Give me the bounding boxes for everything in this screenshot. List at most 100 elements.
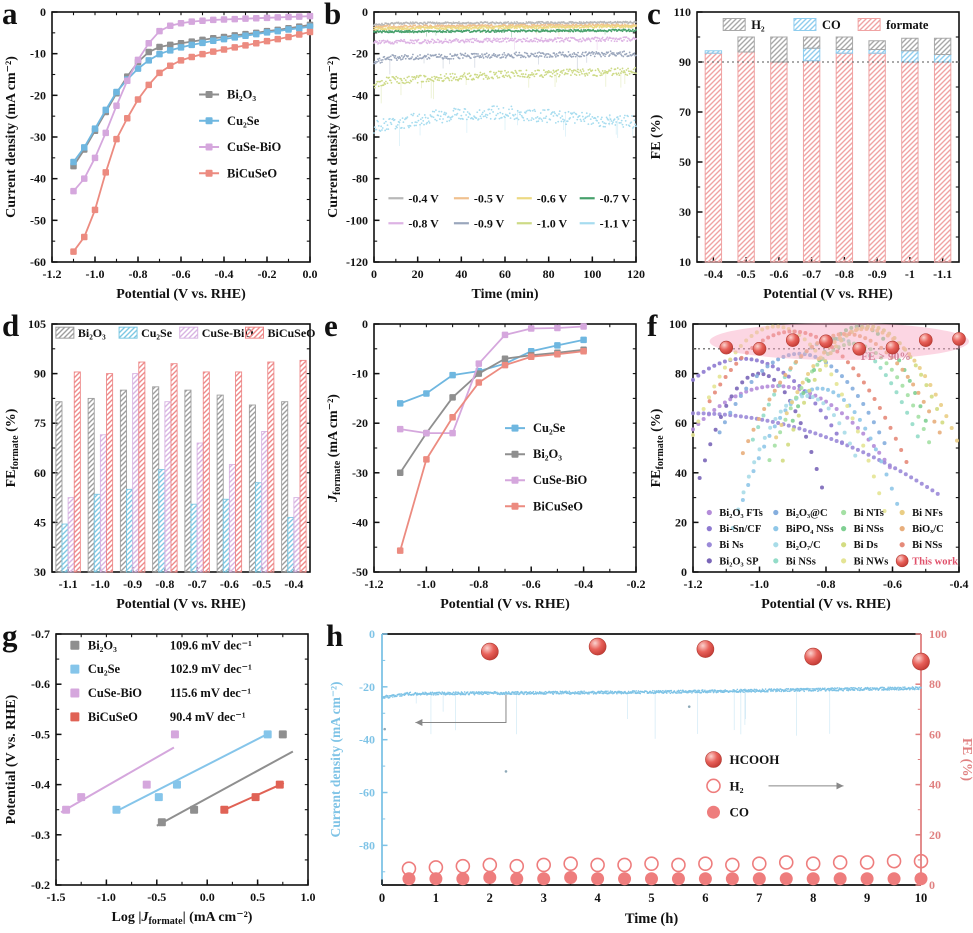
svg-text:-0.6: -0.6 (172, 267, 191, 281)
svg-text:-0.2: -0.2 (31, 878, 50, 892)
svg-text:-1.1 V: -1.1 V (600, 216, 631, 230)
series--1.0 V (373, 66, 637, 104)
series--0.7 V (373, 28, 637, 38)
svg-text:-20: -20 (30, 88, 46, 102)
svg-text:BiOₓ/C: BiOₓ/C (912, 524, 944, 535)
panel-f: f -1.2 -1.0 -0.8 -0.6 -0.4 0 20 40 60 80 100 Potent… (645, 308, 973, 620)
svg-text:3: 3 (541, 891, 547, 905)
lit-series (717, 351, 887, 446)
svg-text:Time (h): Time (h) (625, 911, 678, 927)
svg-text:-30: -30 (30, 130, 46, 144)
svg-text:BiCuSeO: BiCuSeO (268, 326, 316, 340)
svg-text:1: 1 (433, 891, 439, 905)
svg-text:-1: -1 (905, 267, 915, 281)
svg-text:Potential (V vs. RHE): Potential (V vs. RHE) (4, 694, 19, 824)
panel-g-letter: g (2, 618, 18, 653)
lit-series (691, 384, 892, 470)
svg-text:formate: formate (886, 18, 929, 32)
svg-text:-1.0 V: -1.0 V (537, 216, 568, 230)
svg-text:-0.5: -0.5 (147, 890, 166, 904)
svg-text:-20: -20 (352, 416, 368, 430)
svg-text:-0.4: -0.4 (215, 267, 234, 281)
svg-text:110: 110 (674, 5, 691, 19)
svg-text:-0.8: -0.8 (129, 267, 148, 281)
svg-text:-120: -120 (346, 255, 368, 269)
svg-text:H₂: H₂ (751, 18, 765, 32)
svg-text:Bi Ns: Bi Ns (719, 540, 743, 551)
svg-text:120: 120 (627, 267, 645, 281)
lit-series (691, 411, 940, 496)
svg-text:Bi Ds: Bi Ds (854, 540, 878, 551)
svg-text:0: 0 (40, 5, 46, 19)
svg-text:7: 7 (756, 891, 762, 905)
legend: H₂ CO formate (722, 18, 929, 32)
svg-text:-0.9 V: -0.9 V (474, 216, 505, 230)
svg-text:30: 30 (679, 205, 691, 219)
svg-text:0: 0 (379, 891, 385, 905)
legend: Bi₂O₃ Cu₂Se CuSe-BiO BiCuSeO (55, 326, 316, 340)
axes: 0 20 40 60 80 100 120 0 -20 -40 -60 -80 -100 -120 Time… (326, 5, 645, 302)
svg-text:Bi NSs: Bi NSs (854, 524, 884, 535)
svg-text:Bi₂O₃: Bi₂O₃ (78, 326, 106, 340)
svg-text:-1.1: -1.1 (933, 267, 952, 281)
svg-text:60: 60 (675, 416, 687, 430)
fe-points (401, 637, 930, 886)
svg-text:6: 6 (702, 891, 708, 905)
svg-text:100: 100 (929, 627, 947, 641)
svg-text:-100: -100 (346, 213, 368, 227)
svg-text:-0.6: -0.6 (31, 677, 50, 691)
svg-text:Current density (mA cm⁻²): Current density (mA cm⁻²) (326, 56, 341, 218)
svg-text:75: 75 (34, 416, 46, 430)
svg-text:-0.8: -0.8 (835, 267, 854, 281)
svg-text:-0.2: -0.2 (627, 577, 646, 591)
current-trace (381, 686, 922, 773)
svg-text:80: 80 (675, 367, 687, 381)
axes: -1.5 -1.0 -0.5 0.0 0.5 1.0 -0.7 -0.6 -0.5 -0.4 -0.… (4, 627, 316, 927)
svg-text:Bi₂O₃: Bi₂O₃ (227, 88, 256, 102)
panel-f-letter: f (647, 308, 658, 343)
svg-text:0.0: 0.0 (200, 890, 215, 904)
svg-text:-1.0: -1.0 (86, 267, 105, 281)
series--0.9 V (373, 50, 637, 75)
panel-c-letter: c (647, 0, 661, 31)
svg-text:105: 105 (28, 317, 46, 331)
legend: -0.4 V -0.5 V -0.6 V -0.7 V -0.8 V -0.9 V -1.0… (388, 191, 630, 230)
svg-text:Bi₂O₃ FTs: Bi₂O₃ FTs (719, 508, 763, 519)
panel-a-chart: -1.2 -1.0 -0.8 -0.6 -0.4 -0.2 0.0 0 -10 -20 -30 -40… (4, 5, 318, 302)
svg-text:8: 8 (810, 891, 816, 905)
svg-text:FEformate (%): FEformate (%) (4, 408, 21, 487)
svg-text:20: 20 (929, 828, 941, 842)
panel-f-chart: -1.2 -1.0 -0.8 -0.6 -0.4 0 20 40 60 80 100 Potentia… (649, 317, 969, 612)
axes: -1.2 -1.0 -0.8 -0.6 -0.4 0 20 40 60 80 100 Potentia… (649, 317, 969, 612)
panel-d: d 30 45 60 75 90 105 Potential (V vs. RHE) FEfo… (0, 308, 324, 620)
svg-text:-0.4: -0.4 (31, 778, 50, 792)
panel-b-letter: b (324, 0, 342, 31)
svg-text:0: 0 (929, 878, 935, 892)
panel-e-chart: -1.2 -1.0 -0.8 -0.6 -0.4 -0.2 0 -10 -20 -30 -40 -50… (326, 317, 646, 612)
svg-text:Potential (V vs. RHE): Potential (V vs. RHE) (761, 597, 891, 612)
panel-g: g -1.5 -1.0 -0.5 0.0 0.5 1.0 -0.7 -0.6 -0.5 -0.4-… (0, 618, 324, 933)
svg-text:-0.7 V: -0.7 V (600, 191, 631, 205)
svg-text:90.4 mV dec⁻¹: 90.4 mV dec⁻¹ (170, 710, 246, 724)
svg-text:This work: This work (912, 556, 958, 567)
svg-text:-30: -30 (352, 466, 368, 480)
svg-text:-0.4: -0.4 (574, 577, 593, 591)
svg-text:-0.8 V: -0.8 V (408, 216, 439, 230)
svg-text:-1.0: -1.0 (91, 577, 110, 591)
svg-text:-0.7: -0.7 (31, 627, 50, 641)
svg-text:-40: -40 (30, 172, 46, 186)
svg-text:9: 9 (864, 891, 870, 905)
svg-text:0: 0 (371, 267, 377, 281)
svg-text:10: 10 (915, 891, 928, 905)
svg-text:-0.6: -0.6 (769, 267, 788, 281)
svg-text:40: 40 (455, 267, 467, 281)
svg-text:-0.6: -0.6 (522, 577, 541, 591)
svg-text:20: 20 (412, 267, 424, 281)
legend: Cu₂Se Bi₂O₃ CuSe-BiO BiCuSeO (505, 421, 587, 513)
svg-text:-0.6 V: -0.6 V (537, 191, 568, 205)
svg-text:-20: -20 (352, 47, 368, 61)
svg-text:-0.5 V: -0.5 V (474, 191, 505, 205)
svg-text:FEformate (%): FEformate (%) (649, 408, 666, 487)
